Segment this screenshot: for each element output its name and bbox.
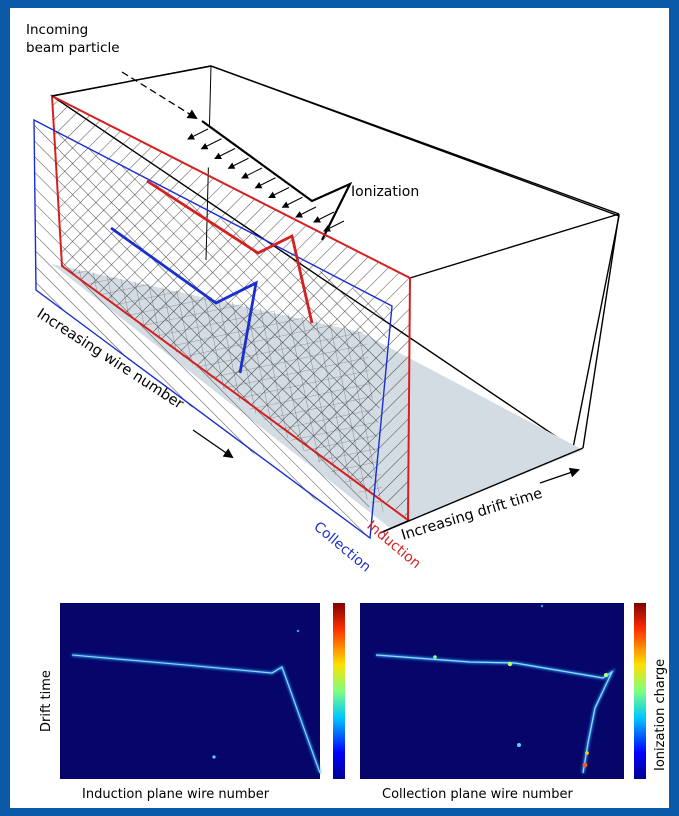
ionization-track-ridge (201, 120, 353, 241)
collection-readout-panel (360, 603, 646, 779)
figure-frame: Incoming beam particle Ionization Increa… (10, 8, 669, 808)
box-right-back-edge (582, 213, 620, 449)
ionization-arrow (295, 206, 317, 218)
ionization-arrow (268, 187, 290, 198)
ionization-arrow (281, 196, 303, 208)
collection-track-projection (110, 226, 258, 374)
ionization-arrow (313, 211, 335, 223)
induction-panel-background (60, 603, 320, 779)
ionization-arrow (241, 167, 263, 179)
collection-panel-background (360, 603, 624, 779)
incoming-label-2: beam particle (26, 40, 120, 56)
collection-plane (34, 120, 390, 538)
collection-plane-outline (33, 118, 393, 540)
ionization-drift-arrows (187, 128, 345, 232)
induction-readout-panel (60, 603, 345, 779)
collection-colorbar (634, 603, 646, 779)
detector-diagram: Incoming beam particle Ionization Increa… (26, 22, 668, 802)
drift-time-arrow (539, 467, 580, 484)
collection-xlabel: Collection plane wire number (382, 787, 573, 802)
incoming-label-1: Incoming (26, 22, 88, 38)
ionization-arrow (214, 148, 236, 159)
ionization-arrows (178, 120, 353, 241)
induction-xlabel: Induction plane wire number (82, 787, 270, 802)
wire-number-arrow (192, 429, 234, 459)
induction-track-image (71, 654, 321, 774)
beam-particle-arrow (121, 71, 198, 120)
drift-time-ylabel: Drift time (39, 670, 54, 732)
ionization-arrow (200, 138, 222, 150)
ionization-arrow (227, 157, 249, 169)
induction-colorbar (333, 603, 345, 779)
box-bottom-front-edge (379, 447, 584, 534)
induction-plane-outline (50, 94, 412, 522)
ionization-arrow (254, 177, 276, 189)
ionization-arrow (323, 220, 345, 232)
ionization-charge-colorbar-label: Ionization charge (653, 659, 668, 771)
box-top-back-edge (210, 65, 620, 215)
ionization-arrow (187, 128, 209, 140)
ionization-label: Ionization (351, 184, 419, 200)
induction-track-projection (146, 179, 314, 324)
